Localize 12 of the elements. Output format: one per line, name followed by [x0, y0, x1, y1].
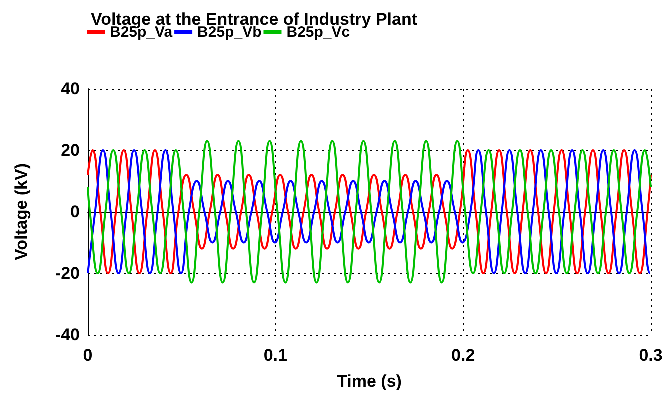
x-tick-label: 0.1 [264, 346, 288, 365]
y-tick-label: 0 [70, 202, 80, 222]
y-tick-label: 20 [61, 141, 80, 160]
x-tick-label: 0 [83, 346, 93, 365]
y-axis-title: Voltage (kV) [12, 164, 31, 260]
x-tick-label: 0.3 [639, 346, 663, 365]
y-tick-label: -20 [55, 264, 80, 283]
y-tick-label: -40 [55, 326, 80, 344]
legend-label: B25p_Vc [286, 24, 350, 41]
x-tick-label: 0.2 [452, 346, 476, 365]
x-axis-title: Time (s) [337, 372, 402, 391]
y-tick-label: 40 [61, 80, 80, 98]
